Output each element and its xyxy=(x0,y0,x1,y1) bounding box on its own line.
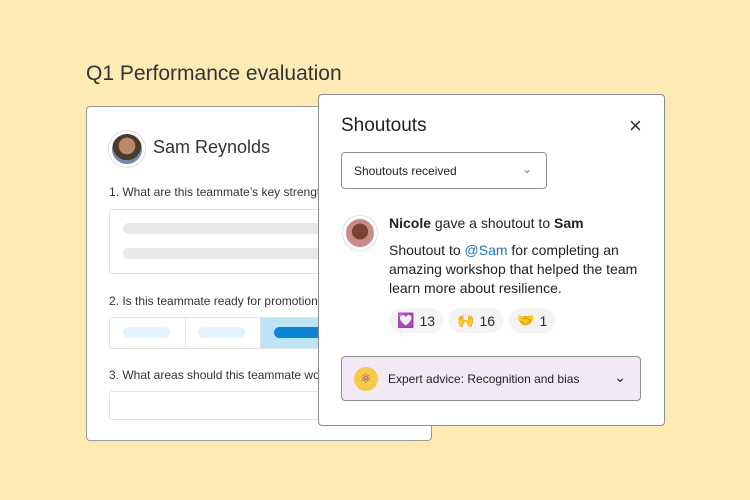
reaction-raised-hands[interactable]: 🙌 16 xyxy=(449,308,504,333)
message-text: Shoutout to xyxy=(389,242,465,258)
chevron-down-icon: ⌄ xyxy=(521,162,532,176)
shoutouts-filter-select[interactable]: Shoutouts received ⌄ xyxy=(341,152,547,189)
question-3: 3. What areas should this teammate work … xyxy=(109,368,354,382)
page-title: Q1 Performance evaluation xyxy=(86,62,342,85)
text-placeholder-line xyxy=(123,248,431,259)
close-icon[interactable]: × xyxy=(629,113,642,138)
expert-advice-label: Expert advice: Recognition and bias xyxy=(388,372,580,386)
avatar-sam xyxy=(109,131,145,167)
question-1: 1. What are this teammate’s key strength… xyxy=(109,185,340,199)
shoutout-action: gave a shoutout to xyxy=(431,215,554,231)
reaction-count: 13 xyxy=(419,312,436,329)
raised-hands-icon: 🙌 xyxy=(457,312,475,328)
reaction-count: 16 xyxy=(479,312,496,329)
option-1[interactable] xyxy=(110,318,186,348)
reaction-heart[interactable]: 💟 13 xyxy=(389,308,444,333)
avatar-nicole xyxy=(343,216,377,250)
giver-name[interactable]: Nicole xyxy=(389,215,432,231)
chevron-down-icon: ⌄ xyxy=(614,369,626,385)
shoutouts-title: Shoutouts xyxy=(341,115,427,136)
expert-advice-accordion[interactable]: ⚛ Expert advice: Recognition and bias ⌄ xyxy=(341,356,641,401)
reactions: 💟 13 🙌 16 🤝 1 xyxy=(389,308,556,333)
reaction-handshake[interactable]: 🤝 1 xyxy=(509,308,556,333)
person-name: Sam Reynolds xyxy=(153,137,271,157)
filter-selected-value: Shoutouts received xyxy=(354,164,457,178)
shoutout-header: Nicole gave a shoutout to Sam xyxy=(389,215,584,231)
option-2[interactable] xyxy=(185,318,261,348)
heart-icon: 💟 xyxy=(397,312,415,328)
message-text: for completing an amazing workshop that … xyxy=(389,242,642,296)
handshake-icon: 🤝 xyxy=(517,312,535,328)
receiver-name[interactable]: Sam xyxy=(554,215,584,231)
shoutout-message: Shoutout to @Sam for completing an amazi… xyxy=(389,241,649,298)
atom-icon: ⚛ xyxy=(354,367,378,391)
shoutouts-panel: Shoutouts × Shoutouts received ⌄ Nicole … xyxy=(318,94,665,426)
text-placeholder-line xyxy=(123,223,431,234)
reaction-count: 1 xyxy=(539,312,548,329)
mention-link[interactable]: @Sam xyxy=(464,242,508,258)
question-2: 2. Is this teammate ready for promotion? xyxy=(109,294,325,308)
